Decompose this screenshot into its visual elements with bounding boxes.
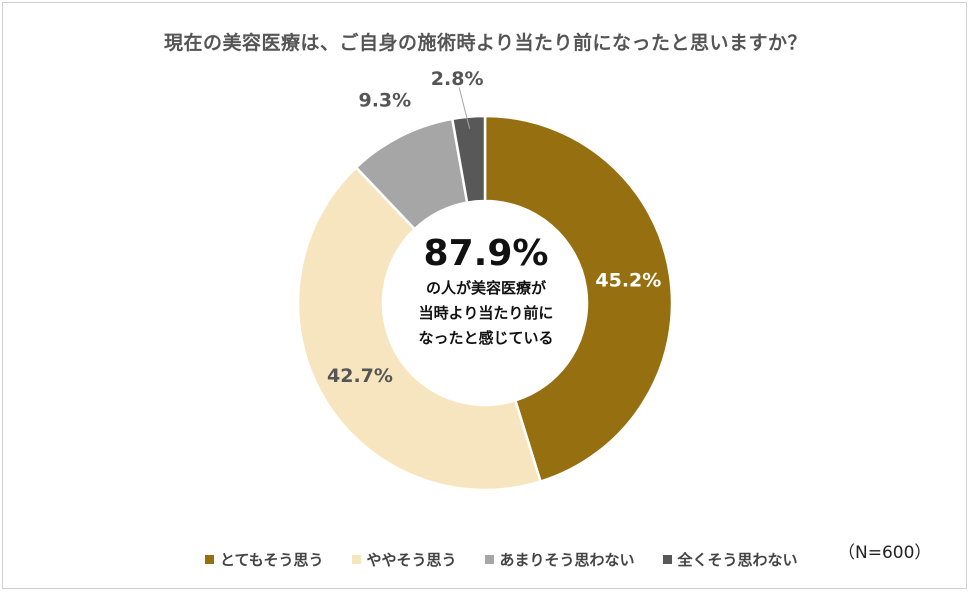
slice-4 bbox=[450, 114, 487, 205]
center-line-2: 当時より当たり前に bbox=[418, 304, 554, 322]
legend-swatch-2 bbox=[351, 554, 361, 564]
center-line-1: の人が美容医療が bbox=[425, 279, 546, 297]
legend-item-1: とてもそう思う bbox=[205, 549, 324, 570]
value-label-3: 9.3% bbox=[358, 89, 411, 111]
value-label-4: 2.8% bbox=[431, 68, 484, 90]
center-callout: 87.9% の人が美容医療が 当時より当たり前に なったと感じている bbox=[386, 232, 586, 351]
legend-item-2: ややそう思う bbox=[351, 549, 457, 570]
value-label-2: 42.7% bbox=[327, 365, 393, 387]
slice-2 bbox=[296, 165, 543, 492]
legend: とてもそう思う ややそう思う あまりそう思わない 全くそう思わない bbox=[205, 548, 798, 570]
legend-item-4: 全くそう思わない bbox=[662, 549, 798, 570]
legend-swatch-3 bbox=[484, 554, 494, 564]
legend-swatch-4 bbox=[662, 554, 672, 564]
chart-title: 現在の美容医療は、ご自身の施術時より当たり前になったと思いますか？ bbox=[163, 32, 808, 54]
legend-item-3: あまりそう思わない bbox=[484, 549, 635, 570]
value-label-1: 45.2% bbox=[595, 270, 661, 292]
legend-label-1: とてもそう思う bbox=[220, 550, 324, 569]
center-value: 87.9% bbox=[423, 233, 549, 274]
legend-label-3: あまりそう思わない bbox=[499, 550, 635, 569]
slice-1 bbox=[483, 114, 674, 484]
center-line-3: なったと感じている bbox=[418, 329, 554, 347]
legend-label-2: ややそう思う bbox=[366, 550, 457, 569]
legend-label-4: 全くそう思わない bbox=[677, 550, 798, 569]
leader-line-4 bbox=[458, 87, 471, 129]
legend-swatch-1 bbox=[205, 554, 214, 564]
sample-size-note: （N=600） bbox=[838, 543, 932, 563]
